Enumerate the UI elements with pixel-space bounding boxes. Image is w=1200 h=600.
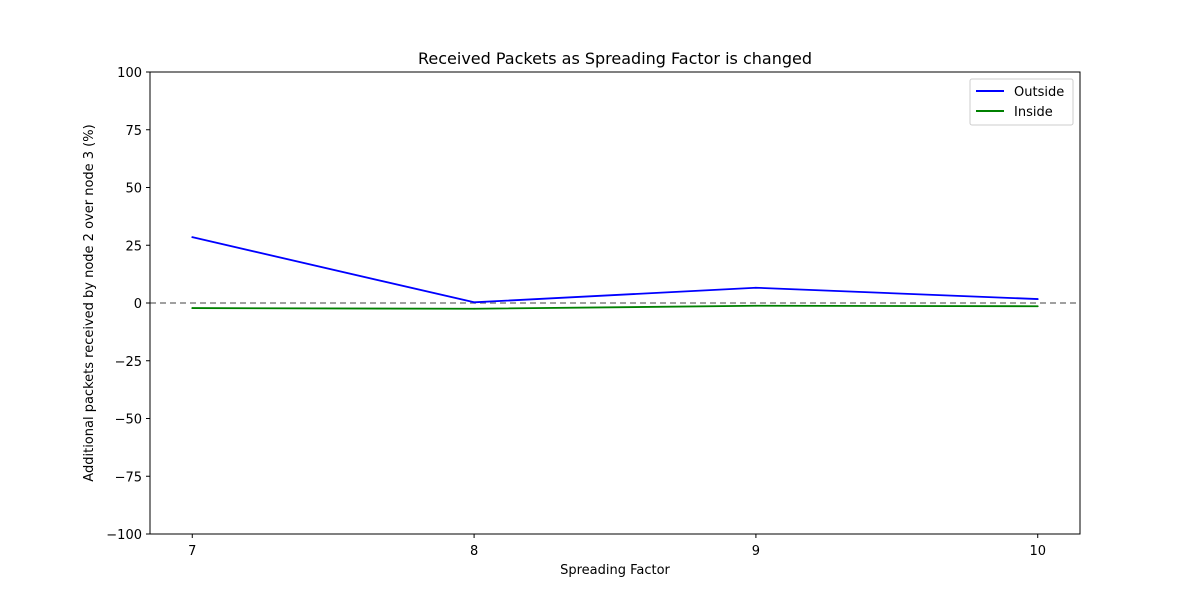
y-tick-label: 0 [134, 297, 142, 312]
y-axis: 100 75 50 25 0 −25 −50 −75 −100 [106, 66, 150, 543]
data-point-inside [1036, 305, 1039, 308]
x-tick-label: 10 [1029, 544, 1046, 559]
plot-area [150, 236, 1080, 310]
legend: Outside Inside [969, 78, 1074, 126]
data-point-inside [755, 304, 757, 307]
data-point-outside [473, 301, 475, 304]
legend-label-inside: Inside [1014, 105, 1053, 120]
y-tick-label: −25 [115, 355, 142, 370]
y-tick-label: 25 [125, 239, 142, 254]
x-tick-label: 9 [752, 544, 760, 559]
series-line-inside [192, 304, 1038, 310]
y-tick-label: −50 [115, 413, 142, 428]
y-tick-label: −100 [106, 528, 142, 543]
data-point-outside [1036, 298, 1039, 300]
data-point-inside [473, 307, 475, 310]
y-tick-label: 100 [117, 66, 142, 81]
x-axis-label: Spreading Factor [560, 563, 670, 578]
y-tick-label: −75 [115, 470, 142, 485]
x-tick-label: 7 [188, 544, 196, 559]
x-tick-label: 8 [470, 544, 478, 559]
data-point-inside [191, 307, 194, 309]
data-point-outside [755, 286, 757, 289]
x-axis: 7 8 9 10 [188, 534, 1046, 559]
chart-title: Received Packets as Spreading Factor is … [418, 49, 812, 68]
y-tick-label: 75 [125, 124, 142, 139]
y-tick-label: 50 [125, 182, 142, 197]
data-point-outside [191, 236, 194, 239]
series-line-outside [192, 236, 1038, 304]
legend-label-outside: Outside [1014, 85, 1064, 100]
y-axis-label: Additional packets received by node 2 ov… [82, 124, 97, 481]
